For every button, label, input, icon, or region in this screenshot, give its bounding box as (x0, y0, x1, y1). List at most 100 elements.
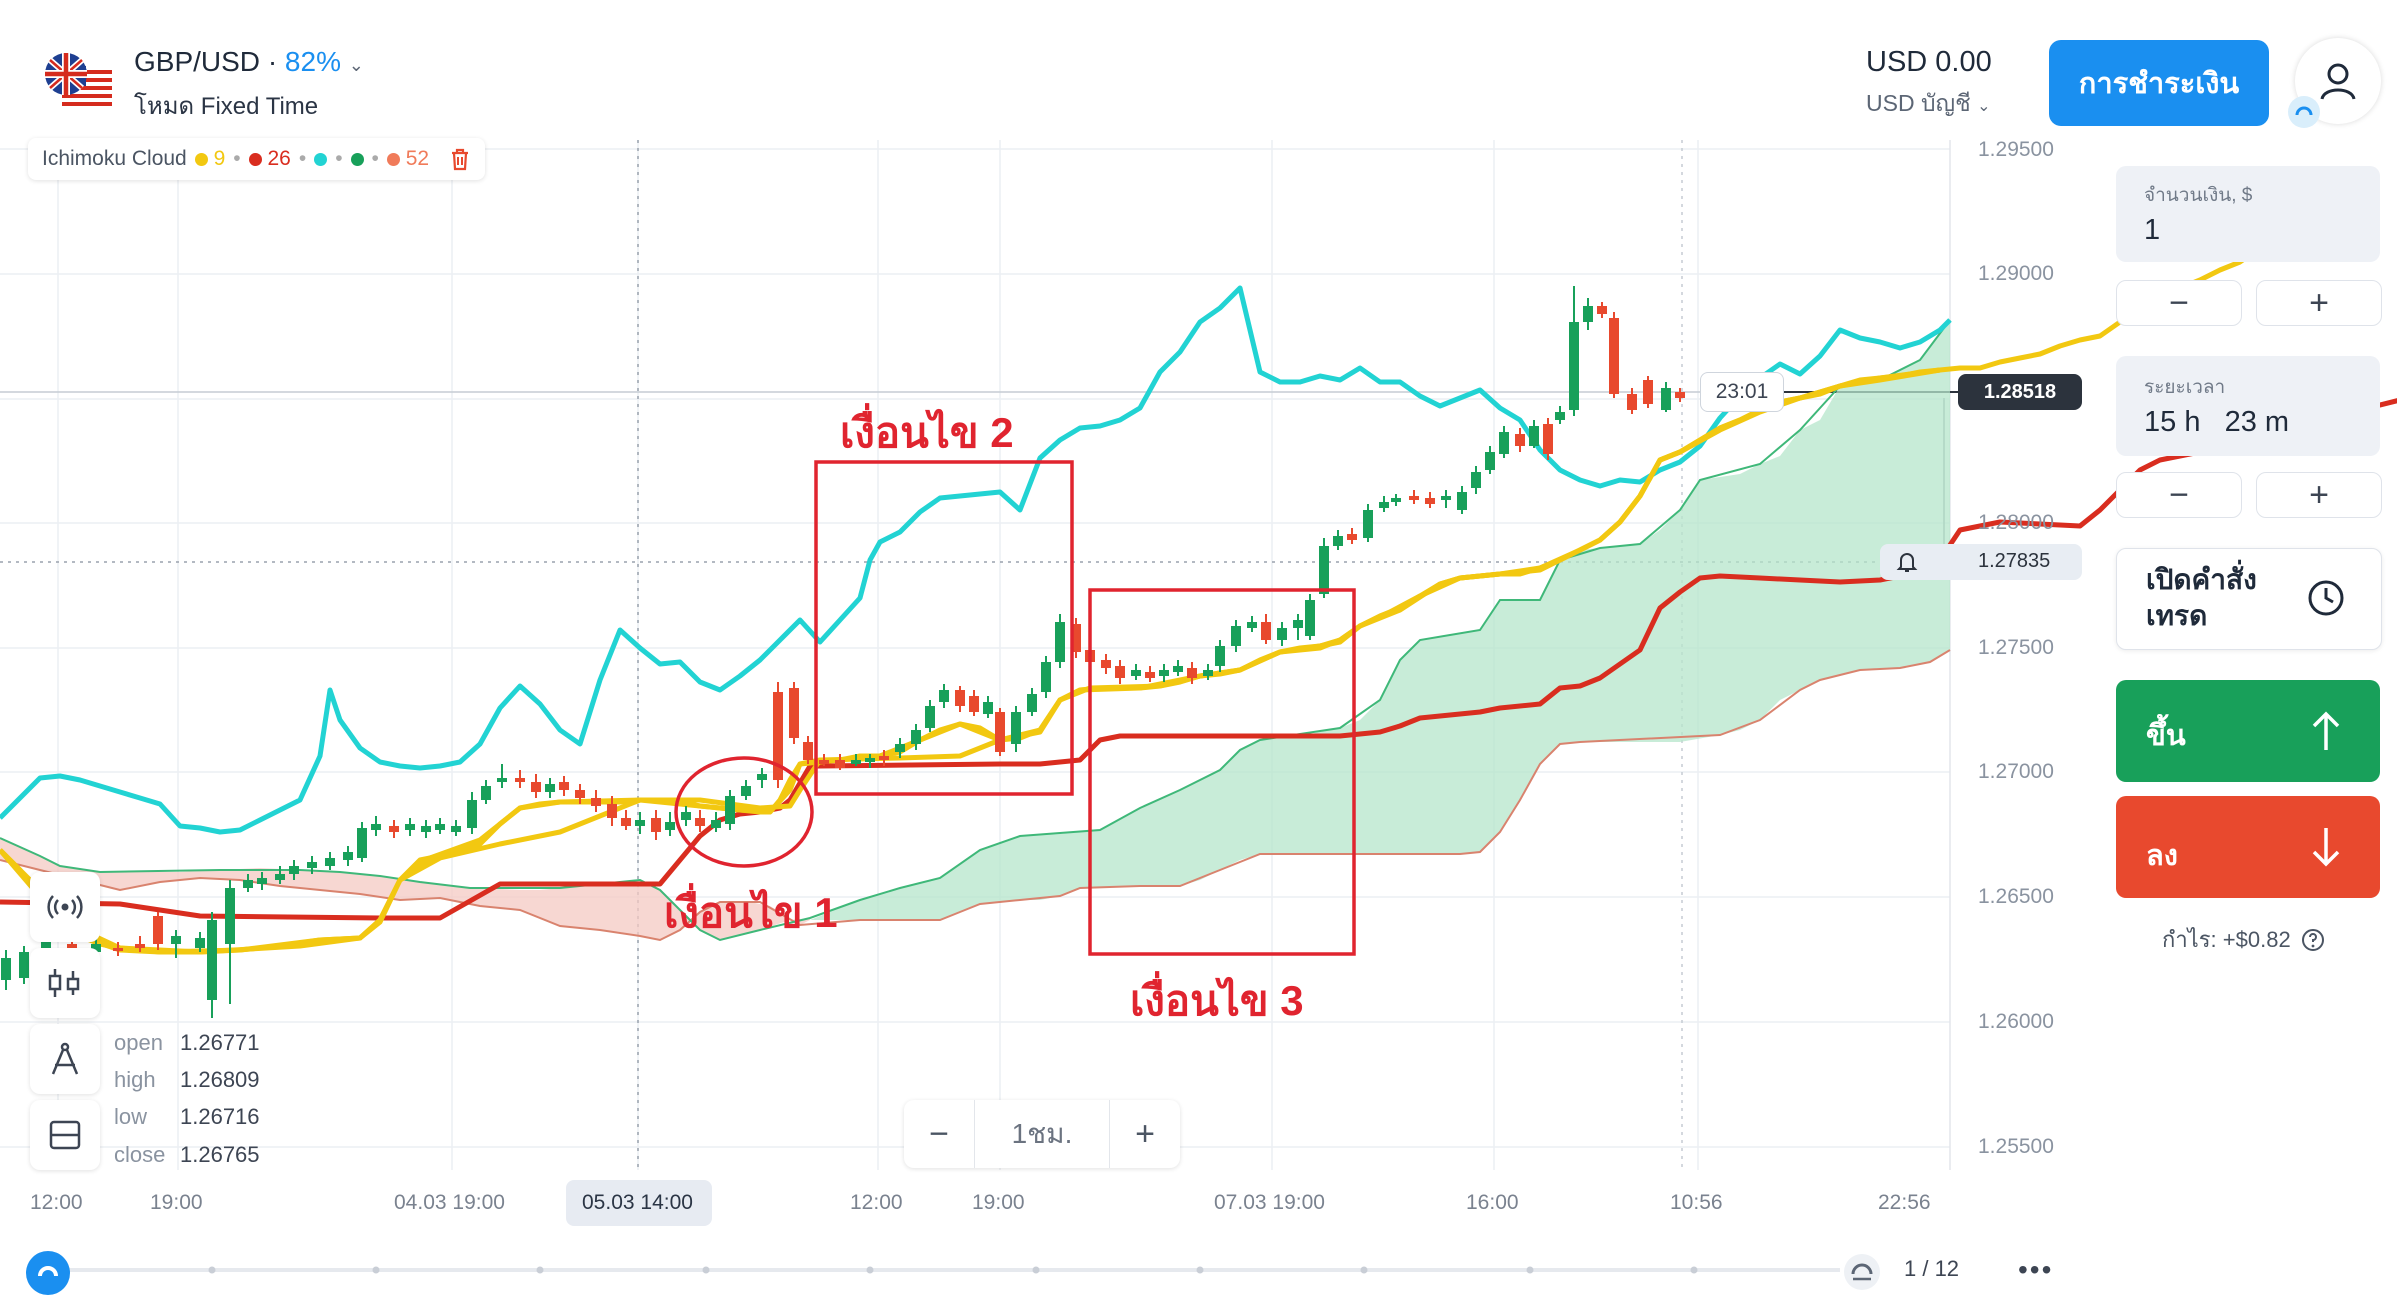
open-value: 1.26771 (180, 1030, 260, 1055)
help-icon[interactable] (2301, 928, 2325, 952)
trash-icon[interactable] (449, 147, 471, 171)
amount-decrease-button[interactable]: − (2116, 280, 2242, 326)
call-up-button[interactable] (2116, 680, 2380, 782)
account-selector[interactable]: USD บัญชี ⌄ (1866, 86, 1991, 122)
candle (1055, 614, 1065, 668)
status-badge (2288, 96, 2320, 128)
layout-button[interactable] (30, 1100, 100, 1170)
zoom-out-button[interactable]: − (929, 1114, 949, 1153)
candle (1187, 662, 1197, 684)
condition-3-box (1088, 588, 1356, 956)
countdown-timer: 23:01 (1700, 372, 1784, 412)
candle (1379, 496, 1389, 512)
condition-3-label: เงื่อนไข 3 (1130, 977, 1304, 1024)
candle (1277, 622, 1287, 646)
candle (1529, 420, 1539, 448)
candle (1333, 530, 1343, 550)
candle (1569, 286, 1579, 416)
put-down-label: ลง (2146, 840, 2178, 872)
span-b-legend: 52 (386, 147, 429, 171)
candle (1515, 428, 1525, 452)
candle (865, 754, 875, 768)
compass-icon (51, 1042, 79, 1075)
candle (207, 912, 217, 1018)
scroll-handle[interactable] (26, 1251, 70, 1295)
price-tick: 1.28000 (1978, 511, 2054, 534)
speed-icon[interactable] (1842, 1252, 1882, 1292)
candle (711, 812, 721, 832)
selected-date-highlight (566, 1180, 712, 1226)
candle (531, 774, 541, 798)
candle (405, 818, 415, 836)
gbp-usd-flag-icon (45, 53, 112, 106)
candle (1609, 312, 1619, 398)
timeframe-label[interactable]: 1ชม. (974, 1100, 1110, 1168)
duration-input[interactable] (2116, 356, 2380, 456)
candle (575, 784, 585, 804)
indicator-chip[interactable]: Ichimoku Cloud 9 • 26 • • • 52 (28, 138, 486, 180)
candle (983, 696, 993, 718)
candle (195, 932, 205, 952)
candle (225, 880, 235, 1004)
close-value: 1.26765 (180, 1142, 260, 1167)
alert-price-tag[interactable] (1880, 544, 2082, 580)
duration-value[interactable]: 15 h 23 m (2144, 406, 2290, 438)
amount-increase-button[interactable]: + (2256, 280, 2382, 326)
candle (307, 856, 317, 874)
time-tick: 12:00 (850, 1191, 903, 1214)
tenkan-legend: 9 (194, 147, 225, 171)
time-tick: 12:00 (30, 1191, 83, 1214)
asset-selector[interactable]: GBP/USD · 82% ⌄ (134, 46, 364, 77)
amount-value[interactable]: 1 (2144, 214, 2161, 246)
gauge-icon (38, 1266, 58, 1277)
bell-icon[interactable] (1892, 547, 1922, 577)
time-tick: 19:00 (150, 1191, 203, 1214)
duration-label: ระยะเวลา (2144, 377, 2226, 398)
account-balance: USD 0.00 (1866, 46, 1992, 78)
put-down-button[interactable] (2116, 796, 2380, 898)
candle (1305, 594, 1315, 640)
chart-type-button[interactable] (30, 948, 100, 1018)
candle (19, 946, 29, 984)
time-tick: 10:56 (1670, 1191, 1723, 1214)
payout-percent: 82% (284, 46, 341, 77)
duration-decrease-button[interactable]: − (2116, 472, 2242, 518)
candle (1011, 706, 1021, 752)
candle (1131, 664, 1141, 680)
candle (741, 780, 751, 800)
current-price-tag: 1.28518 (1958, 374, 2082, 410)
candle (153, 912, 163, 950)
candle (1441, 490, 1451, 508)
more-options-icon[interactable]: ••• (2018, 1254, 2054, 1285)
signals-button[interactable] (30, 872, 100, 942)
duration-increase-button[interactable]: + (2256, 472, 2382, 518)
indicator-name: Ichimoku Cloud (42, 147, 187, 170)
candle (1101, 654, 1111, 674)
payment-button[interactable]: การชำระเงิน (2049, 40, 2269, 126)
amount-input[interactable] (2116, 166, 2380, 262)
candle (835, 754, 845, 770)
candle (1145, 666, 1155, 682)
candle (1627, 388, 1637, 414)
candle (1293, 614, 1303, 640)
candle (1485, 446, 1495, 474)
candle (695, 810, 705, 832)
zoom-in-button[interactable]: + (1135, 1114, 1155, 1153)
candlestick-icon (48, 969, 80, 997)
trade-mode-label: โหมด Fixed Time (134, 93, 319, 120)
candle (325, 852, 335, 870)
history-scrollbar[interactable] (0, 1240, 1880, 1300)
candle (773, 682, 783, 788)
candle (275, 866, 285, 884)
candle (451, 820, 461, 836)
candle (1583, 298, 1593, 330)
high-label: high (114, 1067, 156, 1092)
candle (435, 818, 445, 834)
price-tick: 1.25500 (1978, 1135, 2054, 1158)
pending-order-button[interactable] (2116, 548, 2382, 650)
broadcast-icon (47, 895, 83, 919)
drawing-tools-button[interactable] (30, 1024, 100, 1094)
user-icon (2320, 63, 2356, 100)
price-tick: 1.29500 (1978, 138, 2054, 161)
